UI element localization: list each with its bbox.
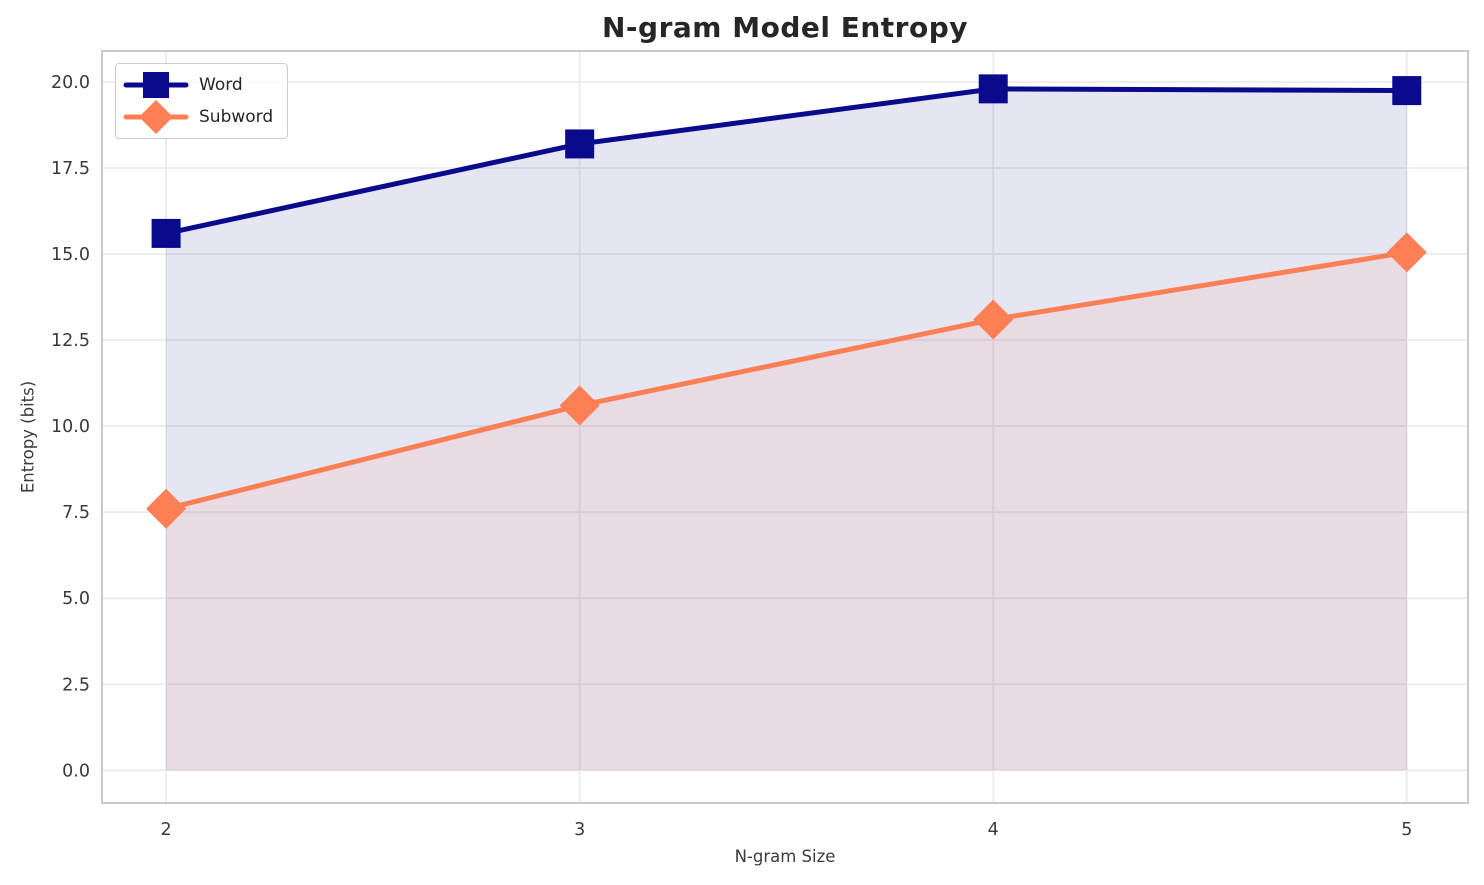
legend-label-word: Word: [199, 75, 243, 95]
y-tick-label: 15.0: [51, 245, 90, 265]
chart-title: N-gram Model Entropy: [602, 11, 968, 44]
subword-diamond-marker-icon: [123, 100, 189, 134]
legend-item-word: Word: [123, 69, 273, 101]
subword-fill-area: [166, 252, 1407, 771]
y-tick-label: 17.5: [51, 159, 90, 179]
word-data-point: [151, 218, 181, 248]
word-square-marker-icon: [123, 72, 189, 98]
subword-data-point: [973, 299, 1014, 340]
subword-data-point: [1386, 232, 1427, 273]
plot-border: [101, 50, 1469, 804]
y-axis-label: Entropy (bits): [18, 380, 38, 494]
subword-data-point: [146, 488, 187, 529]
legend: Word Subword: [115, 63, 289, 139]
y-tick-label: 2.5: [62, 675, 90, 695]
y-tick-label: 5.0: [62, 589, 90, 609]
word-line: [163, 86, 1410, 236]
y-tick-label: 12.5: [51, 331, 90, 351]
y-tick-label: 7.5: [62, 503, 90, 523]
word-data-point: [978, 74, 1008, 104]
word-data-point: [565, 129, 595, 159]
x-axis-label: N-gram Size: [734, 847, 836, 866]
subword-data-point: [559, 385, 600, 426]
legend-item-subword: Subword: [123, 100, 274, 134]
word-fill-area: [166, 88, 1407, 771]
x-tick-label: 3: [574, 820, 585, 840]
y-tick-label: 20.0: [51, 73, 90, 93]
y-tick-label: 10.0: [51, 417, 90, 437]
y-tick-label: 0.0: [62, 761, 90, 781]
legend-label-subword: Subword: [199, 107, 274, 127]
word-data-point: [1392, 76, 1422, 106]
x-tick-label: 5: [1401, 820, 1412, 840]
x-tick-label: 2: [161, 820, 172, 840]
x-tick-label: 4: [988, 820, 999, 840]
subword-line: [163, 249, 1410, 512]
